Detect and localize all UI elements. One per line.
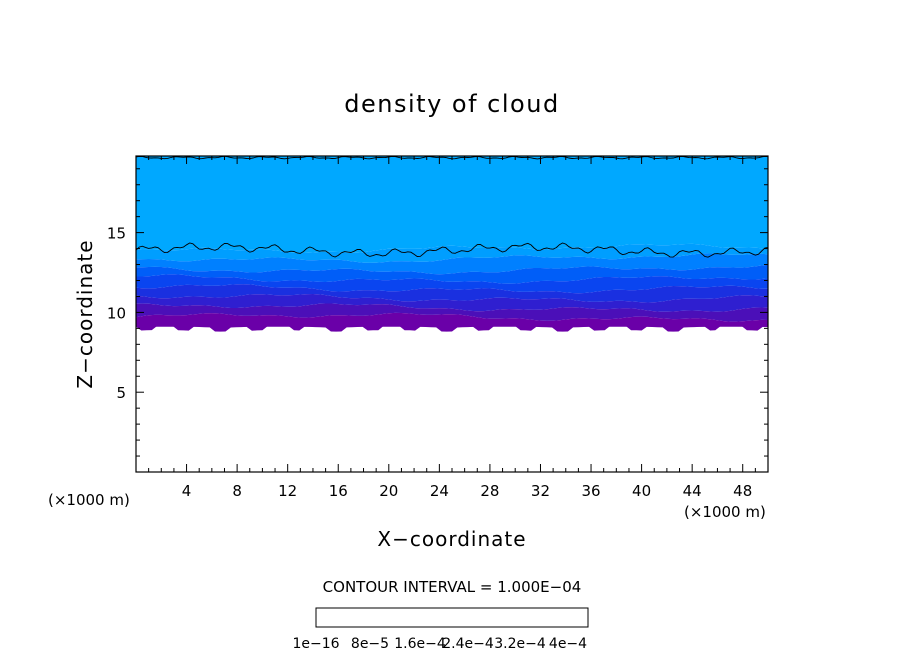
x-tick-label: 16	[329, 482, 348, 500]
x-tick-label: 12	[278, 482, 297, 500]
y-tick-label: 15	[107, 225, 126, 243]
colorbar-tick-label: 2.4e−4	[442, 636, 494, 652]
colorbar-tick-label: 3.2e−4	[494, 636, 546, 652]
contour-band	[136, 264, 768, 284]
y-tick-label: 5	[116, 384, 126, 402]
contour-interval-note: CONTOUR INTERVAL = 1.000E−04	[323, 578, 582, 596]
x-tick-label: 40	[632, 482, 651, 500]
contour-band	[136, 253, 768, 275]
x-tick-label: 20	[379, 482, 398, 500]
colorbar-frame	[315, 607, 589, 628]
x-unit-label-left: (×1000 m)	[48, 491, 130, 509]
colorbar-tick-label: 1.6e−4	[394, 636, 446, 652]
colorbar-tick-label: 8e−5	[351, 636, 389, 652]
contour-band	[136, 284, 768, 303]
contour-line	[136, 242, 768, 258]
contour-band	[136, 274, 768, 294]
contour-band	[136, 303, 768, 322]
x-tick-label: 36	[581, 482, 600, 500]
x-tick-label: 32	[531, 482, 550, 500]
x-tick-label: 44	[683, 482, 702, 500]
colorbar-tick-label: 1e−16	[292, 636, 339, 652]
x-tick-label: 48	[733, 482, 752, 500]
y-axis-label: Z−coordinate	[73, 239, 97, 388]
x-axis-label: X−coordinate	[377, 527, 526, 551]
x-tick-label: 24	[430, 482, 449, 500]
plot-area	[136, 156, 768, 332]
x-tick-label: 4	[182, 482, 192, 500]
cloud-base-edge	[136, 321, 768, 332]
y-tick-label: 10	[107, 304, 126, 322]
colorbar-tick-label: 4e−4	[549, 636, 587, 652]
contour-band	[136, 156, 768, 254]
colorbar: 1e−16 8e−5 1.6e−42.4e−4 3.2e−4 4e−4	[292, 607, 589, 652]
chart-title: density of cloud	[344, 90, 559, 118]
contour-band	[136, 294, 768, 312]
x-unit-label-right: (×1000 m)	[684, 503, 766, 521]
contour-fill-group	[136, 156, 768, 332]
x-tick-label: 28	[480, 482, 499, 500]
x-tick-label: 8	[232, 482, 242, 500]
